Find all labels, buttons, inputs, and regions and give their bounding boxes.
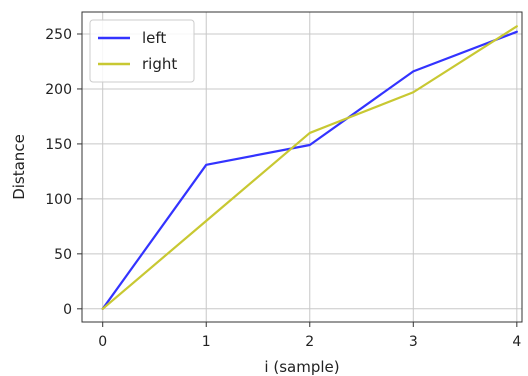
x-axis-label: i (sample)	[264, 358, 339, 376]
x-tick-label: 4	[512, 334, 521, 350]
x-tick-label: 1	[202, 334, 211, 350]
x-axis-ticks: 0 1 2 3 4	[98, 322, 521, 350]
y-tick-label: 150	[45, 137, 72, 153]
y-axis-ticks: 0 50 100 150 200 250	[45, 27, 82, 318]
plot-frame	[81, 11, 523, 323]
legend-label-left: left	[142, 29, 166, 47]
x-tick-label: 0	[98, 334, 107, 350]
y-tick-label: 100	[45, 192, 72, 208]
y-axis-label: Distance	[10, 134, 28, 200]
y-tick-label: 250	[45, 27, 72, 43]
y-tick-label: 200	[45, 82, 72, 98]
legend: left right	[89, 19, 195, 83]
y-tick-label: 50	[54, 247, 72, 263]
legend-label-right: right	[142, 55, 177, 73]
y-tick-label: 0	[63, 302, 72, 318]
series-line-right	[101, 25, 518, 310]
x-tick-label: 3	[409, 334, 418, 350]
legend-box	[89, 19, 195, 83]
series-lines	[101, 25, 518, 310]
series-line-left	[101, 30, 518, 310]
x-tick-label: 2	[305, 334, 314, 350]
